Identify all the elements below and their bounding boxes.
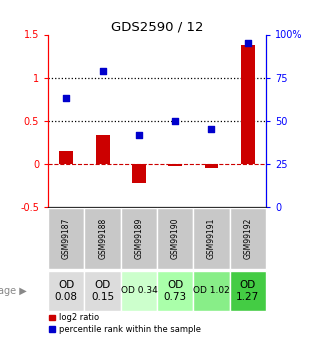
FancyBboxPatch shape bbox=[193, 208, 230, 269]
FancyBboxPatch shape bbox=[121, 208, 157, 269]
Text: GSM99189: GSM99189 bbox=[134, 218, 143, 259]
Text: age ▶: age ▶ bbox=[0, 286, 27, 296]
Text: OD 0.34: OD 0.34 bbox=[121, 286, 157, 295]
Point bbox=[100, 68, 105, 73]
FancyBboxPatch shape bbox=[230, 271, 266, 311]
Text: OD
0.08: OD 0.08 bbox=[55, 280, 78, 302]
Text: GSM99190: GSM99190 bbox=[171, 218, 180, 259]
FancyBboxPatch shape bbox=[230, 208, 266, 269]
Point bbox=[209, 127, 214, 132]
Point bbox=[64, 96, 69, 101]
Point bbox=[173, 118, 178, 124]
FancyBboxPatch shape bbox=[157, 271, 193, 311]
FancyBboxPatch shape bbox=[121, 271, 157, 311]
FancyBboxPatch shape bbox=[48, 208, 85, 269]
Text: OD 1.02: OD 1.02 bbox=[193, 286, 230, 295]
Point bbox=[245, 40, 250, 46]
FancyBboxPatch shape bbox=[85, 271, 121, 311]
Bar bbox=[132, 164, 146, 183]
Bar bbox=[96, 135, 109, 164]
Bar bbox=[168, 164, 182, 167]
FancyBboxPatch shape bbox=[85, 208, 121, 269]
Text: GSM99188: GSM99188 bbox=[98, 218, 107, 259]
FancyBboxPatch shape bbox=[193, 271, 230, 311]
Legend: log2 ratio, percentile rank within the sample: log2 ratio, percentile rank within the s… bbox=[46, 310, 204, 337]
Text: GSM99187: GSM99187 bbox=[62, 218, 71, 259]
Text: GSM99192: GSM99192 bbox=[243, 218, 252, 259]
FancyBboxPatch shape bbox=[157, 208, 193, 269]
Text: OD
1.27: OD 1.27 bbox=[236, 280, 259, 302]
Bar bbox=[59, 151, 73, 164]
Bar bbox=[205, 164, 218, 168]
Text: OD
0.15: OD 0.15 bbox=[91, 280, 114, 302]
FancyBboxPatch shape bbox=[48, 271, 85, 311]
Title: GDS2590 / 12: GDS2590 / 12 bbox=[111, 20, 203, 33]
Point bbox=[137, 132, 142, 137]
Bar bbox=[241, 45, 255, 164]
Text: GSM99191: GSM99191 bbox=[207, 218, 216, 259]
Text: OD
0.73: OD 0.73 bbox=[164, 280, 187, 302]
